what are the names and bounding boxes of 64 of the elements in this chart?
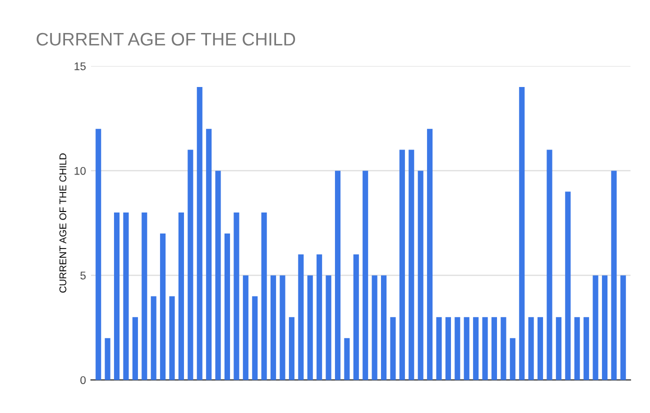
bar bbox=[316, 254, 322, 380]
bar bbox=[546, 150, 552, 380]
bar bbox=[473, 317, 479, 380]
bar bbox=[178, 212, 184, 380]
bar bbox=[160, 233, 166, 380]
bar bbox=[602, 275, 608, 380]
bar bbox=[592, 275, 598, 380]
bar bbox=[188, 150, 194, 380]
bar bbox=[427, 128, 433, 380]
bar bbox=[418, 170, 424, 380]
y-axis-title: CURRENT AGE OF THE CHILD bbox=[59, 153, 66, 293]
bar bbox=[224, 233, 230, 380]
bar bbox=[261, 212, 267, 380]
bar bbox=[114, 212, 120, 380]
bar bbox=[620, 275, 626, 380]
bar bbox=[538, 317, 544, 380]
bar bbox=[326, 275, 332, 380]
bar bbox=[381, 275, 387, 380]
bar bbox=[242, 275, 248, 380]
bar bbox=[574, 317, 580, 380]
bar bbox=[528, 317, 534, 380]
bar bbox=[353, 254, 359, 380]
bar bbox=[362, 170, 368, 380]
bar bbox=[298, 254, 304, 380]
bar bbox=[584, 317, 590, 380]
bar bbox=[464, 317, 470, 380]
bar bbox=[445, 317, 451, 380]
bar bbox=[123, 212, 129, 380]
y-tick-label: 15 bbox=[74, 62, 86, 70]
bar bbox=[556, 317, 562, 380]
bar bbox=[491, 317, 498, 380]
bar bbox=[215, 170, 221, 380]
bar bbox=[390, 317, 396, 380]
bar bbox=[408, 150, 414, 380]
bar bbox=[132, 317, 138, 380]
bar bbox=[169, 296, 175, 380]
bar bbox=[482, 317, 488, 380]
y-tick-label: 10 bbox=[74, 166, 86, 175]
bar bbox=[519, 87, 525, 380]
bar bbox=[206, 128, 212, 380]
bar bbox=[454, 317, 460, 380]
bar bbox=[196, 87, 202, 380]
bar bbox=[307, 275, 313, 380]
bar bbox=[252, 296, 258, 380]
bar bbox=[96, 128, 102, 380]
bar bbox=[436, 317, 442, 380]
bar bbox=[611, 170, 617, 380]
bar bbox=[150, 296, 156, 380]
y-tick-label: 5 bbox=[80, 272, 86, 280]
chart-title: CURRENT AGE OF THE CHILD bbox=[36, 32, 296, 46]
bar bbox=[372, 275, 378, 380]
y-tick-label: 0 bbox=[80, 376, 86, 384]
bar bbox=[270, 275, 276, 380]
bar bbox=[500, 317, 506, 380]
bar bbox=[399, 150, 405, 380]
bar bbox=[288, 317, 294, 380]
bar bbox=[510, 338, 516, 380]
bar bbox=[344, 338, 350, 380]
bar bbox=[565, 192, 571, 380]
bar bbox=[280, 275, 286, 380]
bar bbox=[334, 170, 340, 380]
bar bbox=[234, 212, 240, 380]
bar bbox=[104, 338, 110, 380]
bar bbox=[142, 212, 148, 380]
